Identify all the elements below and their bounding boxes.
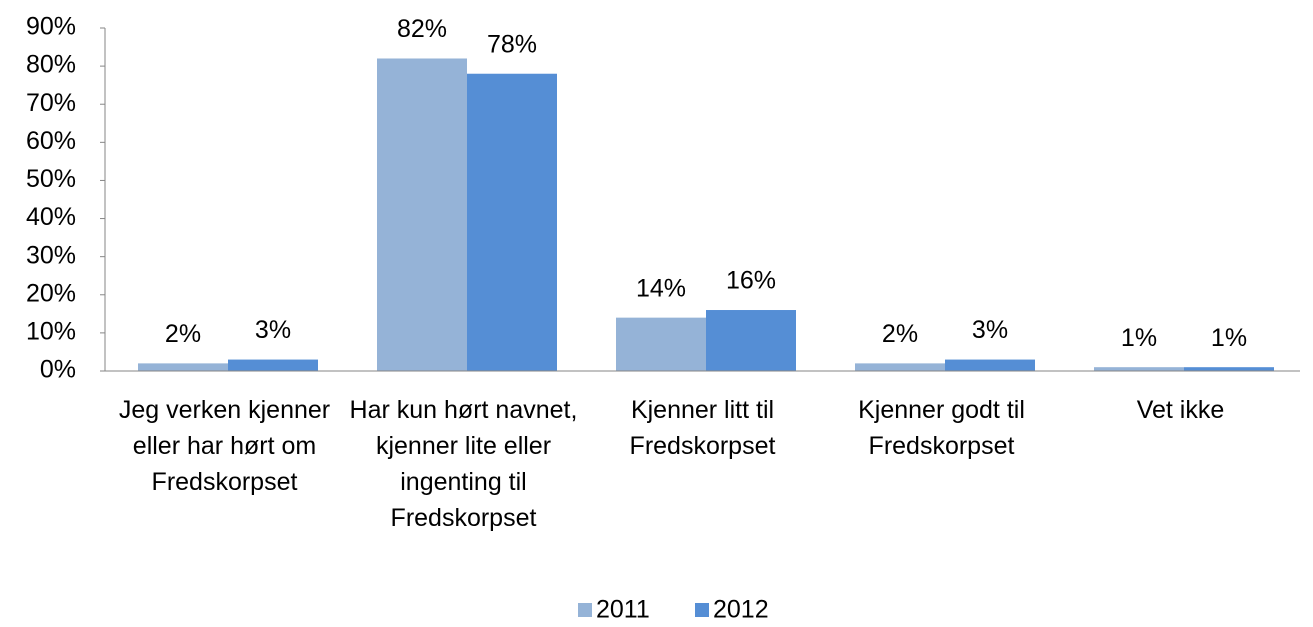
legend-swatch <box>695 603 709 617</box>
y-tick-label: 20% <box>26 279 76 307</box>
bar <box>228 359 318 371</box>
bar <box>616 317 706 371</box>
y-tick-label: 40% <box>26 203 76 231</box>
y-tick-label: 90% <box>26 13 76 41</box>
bar <box>855 363 945 371</box>
bar <box>377 58 467 371</box>
data-label: 82% <box>397 15 447 43</box>
x-tick-label: Kjenner litt til Fredskorpset <box>629 396 776 460</box>
y-tick-label: 80% <box>26 51 76 79</box>
data-label: 16% <box>726 267 776 295</box>
bar <box>706 310 796 371</box>
bar <box>1184 367 1274 371</box>
y-tick-label: 50% <box>26 165 76 193</box>
data-label: 3% <box>255 316 291 344</box>
bar <box>1094 367 1184 371</box>
data-label: 2% <box>882 320 918 348</box>
data-label: 78% <box>487 30 537 58</box>
bar <box>467 73 557 371</box>
data-label: 14% <box>636 274 686 302</box>
legend-label: 2012 <box>713 596 769 624</box>
legend-label: 2011 <box>596 596 650 624</box>
x-tick-label: Jeg verken kjenner eller har hørt om Fre… <box>118 396 331 496</box>
x-tick-label: Kjenner godt til Fredskorpset <box>858 396 1025 460</box>
y-tick-label: 10% <box>26 317 76 345</box>
x-tick-label: Har kun hørt navnet, kjenner lite eller … <box>349 396 578 532</box>
bar <box>138 363 228 371</box>
y-tick-label: 30% <box>26 241 76 269</box>
data-label: 1% <box>1121 324 1157 352</box>
y-tick-label: 70% <box>26 89 76 117</box>
x-tick-label: Vet ikke <box>1136 396 1225 424</box>
data-label: 1% <box>1211 324 1247 352</box>
bar <box>945 359 1035 371</box>
y-tick-label: 0% <box>40 356 76 384</box>
legend-swatch <box>578 603 592 617</box>
data-label: 2% <box>165 320 201 348</box>
data-label: 3% <box>972 316 1008 344</box>
y-tick-label: 60% <box>26 127 76 155</box>
